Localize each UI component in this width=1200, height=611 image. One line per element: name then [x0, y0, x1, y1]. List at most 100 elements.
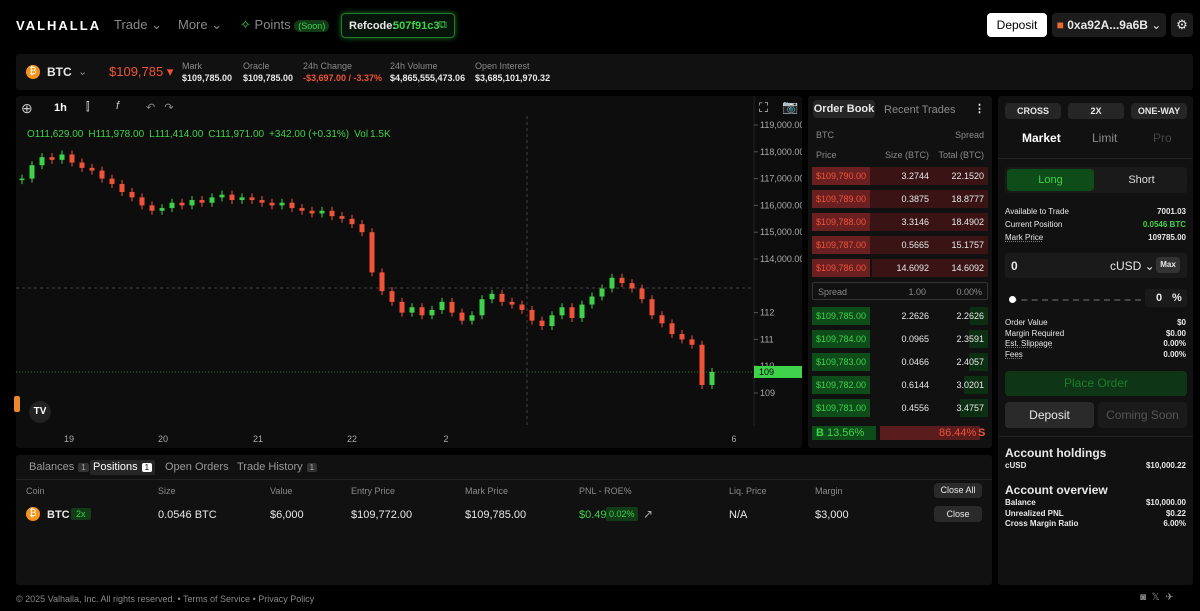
candle-body — [169, 202, 175, 209]
settings-button[interactable]: ⚙ — [1171, 13, 1193, 37]
order-type-pro[interactable]: Pro — [1153, 131, 1172, 145]
candle-body — [149, 205, 155, 211]
order-type-limit[interactable]: Limit — [1092, 131, 1118, 145]
column-header: Coin — [26, 486, 45, 496]
social-icons[interactable]: ◙ 𝕏 ✈ — [1140, 592, 1174, 603]
value: 109785.00 — [1148, 233, 1186, 242]
side-handle[interactable] — [14, 396, 20, 412]
position-tab[interactable]: Open Orders — [162, 460, 232, 475]
share-icon[interactable]: ↗ — [643, 507, 654, 521]
ohlc-item: H111,978.00 — [88, 129, 145, 140]
max-button[interactable]: Max — [1156, 257, 1180, 273]
nav-more[interactable]: More ⌄ — [178, 17, 223, 32]
candle-body — [469, 315, 475, 321]
menu-icon[interactable]: ⋮ — [974, 103, 985, 115]
book-size: 0.4556 — [901, 403, 929, 413]
undo[interactable]: ↶ ↷ — [146, 102, 174, 114]
value: $10,000.22 — [1145, 461, 1186, 470]
candle-body — [319, 210, 325, 214]
add-indicator[interactable]: ⊕ — [21, 100, 33, 116]
stat-value: $4,865,555,473.06 — [390, 73, 466, 83]
long-button[interactable]: Long — [1007, 169, 1094, 191]
candle-body — [69, 154, 75, 163]
position-tab[interactable]: Trade History 1 — [234, 460, 320, 475]
candle-body — [239, 197, 245, 201]
candle-body — [259, 200, 265, 203]
ratio-b-pct: 13.56% — [827, 427, 865, 439]
book-size: 0.3875 — [901, 194, 929, 204]
orderbook-tab[interactable]: Order Book — [813, 100, 875, 118]
nav-points[interactable]: ✧ Points (Soon) — [240, 17, 330, 33]
candle-body — [49, 157, 55, 160]
stat-label: 24h Change — [303, 61, 353, 71]
position-liq: N/A — [729, 509, 748, 521]
candle-body — [529, 309, 535, 321]
x-tick-label: 20 — [158, 434, 168, 444]
candle-body — [179, 202, 185, 206]
book-price: $109,786.00 — [816, 263, 867, 273]
slider-knob[interactable] — [1009, 296, 1016, 303]
value: 0.0546 BTC — [1142, 220, 1186, 229]
short-button[interactable]: Short — [1128, 174, 1155, 186]
order-type-market[interactable]: Market — [1022, 131, 1061, 145]
tab-name: Balances — [29, 461, 75, 473]
book-row: $109,790.00 3.2744 22.1520 — [808, 166, 992, 186]
value: $10,000.00 — [1145, 498, 1186, 507]
last-price-text: $109,785 — [109, 64, 164, 79]
slider-track[interactable] — [1011, 299, 1141, 301]
candle-type[interactable]: ⫿ — [86, 101, 90, 113]
amount-unit[interactable]: cUSD ⌄ — [1110, 259, 1155, 273]
close-button[interactable]: Close — [934, 506, 982, 522]
label: Cross Margin Ratio — [1005, 519, 1079, 528]
candle-body — [39, 157, 45, 166]
percent: 0 — [1156, 292, 1163, 304]
snapshot[interactable]: 📷 — [782, 99, 799, 114]
candle-body — [699, 344, 705, 385]
value: 6.00% — [1163, 519, 1186, 528]
recent-trades-tab[interactable]: Recent Trades — [884, 104, 956, 116]
close-all-button[interactable]: Close All — [934, 483, 982, 498]
deposit-button[interactable]: Deposit — [987, 13, 1047, 37]
price-tag: 109 — [759, 367, 774, 377]
position-tab[interactable]: Balances 1 — [26, 460, 92, 475]
candle-body — [309, 210, 315, 214]
candle-body — [409, 307, 415, 313]
price-cell-bg — [812, 353, 870, 371]
nav-trade[interactable]: Trade ⌄ — [114, 17, 162, 32]
book-size: 0.5665 — [901, 240, 929, 250]
percent-input[interactable]: 0 % — [1145, 289, 1187, 307]
interval[interactable]: 1h — [54, 102, 67, 114]
value: $0.22 — [1165, 508, 1186, 518]
privacy-link[interactable]: Privacy Policy — [258, 594, 315, 604]
position-tab[interactable]: Positions 1 — [90, 460, 156, 475]
book-total: 3.0201 — [956, 380, 984, 390]
amount-input[interactable]: 0 cUSD ⌄ Max — [1005, 253, 1187, 278]
place-order-button[interactable]: Place Order — [1005, 371, 1187, 396]
indicators[interactable]: f — [116, 100, 120, 112]
refcode-box[interactable]: Refcode: 507f91c3 ⧉ — [341, 13, 455, 38]
candle-body — [499, 293, 505, 302]
tv-logo: TV — [29, 401, 51, 423]
book-size: 0.6144 — [901, 380, 929, 390]
position-mode[interactable]: ONE-WAY — [1131, 103, 1187, 119]
book-row: $109,786.00 14.6092 14.6092 — [808, 258, 992, 278]
tab-count: 1 — [141, 463, 153, 472]
book-total: 18.8777 — [951, 194, 984, 204]
depth-bar — [871, 259, 988, 277]
candle-body — [199, 200, 205, 203]
fullscreen[interactable]: ⛶ — [759, 100, 769, 115]
symbol[interactable]: BTC — [47, 65, 72, 79]
price-cell-bg — [812, 259, 870, 277]
x-tick-label: 22 — [347, 434, 357, 444]
price-cell-bg — [812, 307, 870, 325]
column-header: Liq. Price — [729, 486, 767, 496]
logo[interactable]: VALHALLA — [16, 18, 102, 33]
terms-link[interactable]: Terms of Service — [183, 594, 251, 604]
margin-mode[interactable]: CROSS — [1005, 103, 1061, 119]
ohlc-item: O111,629.00 — [27, 129, 84, 140]
leverage[interactable]: 2X — [1068, 103, 1124, 119]
deposit-button[interactable]: Deposit — [1005, 402, 1094, 428]
y-tick-label: 116,000.00 — [760, 200, 802, 210]
wallet-button[interactable]: ■ 0xa92A...9a6B ⌄ — [1052, 13, 1166, 37]
